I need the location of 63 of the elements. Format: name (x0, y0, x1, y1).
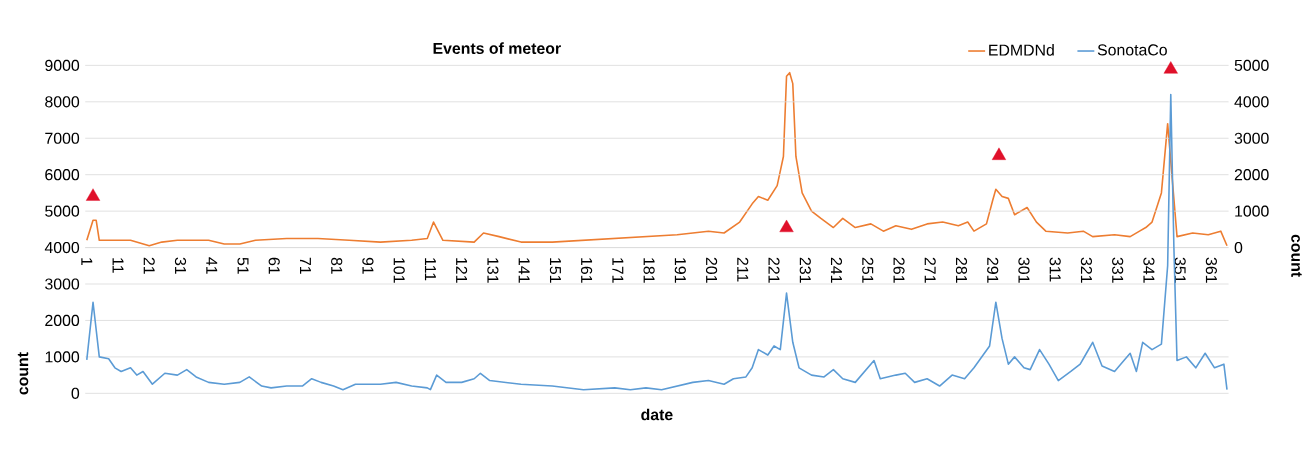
x-tick-label: 101 (393, 258, 405, 283)
point (1163, 61, 1178, 74)
y-tick-label: 9000 (45, 59, 80, 72)
y-tick-label: 1000 (45, 351, 80, 363)
y2-tick-label: 5000 (1234, 59, 1269, 72)
x-tick-label: 281 (955, 257, 968, 283)
x-tick-label: 201 (705, 257, 718, 283)
x-tick-label: 271 (924, 257, 936, 283)
x-tick-label: 21 (143, 257, 155, 275)
x-tick-label: 311 (1049, 257, 1061, 282)
y2-tick-label: 2000 (1234, 169, 1269, 181)
x-tick-label: 211 (737, 257, 749, 282)
x-tick-label: 351 (1174, 257, 1186, 283)
x-tick-label: 1 (81, 258, 93, 266)
x-tick-label: 321 (1080, 257, 1093, 283)
y-axis-title: count (17, 352, 29, 395)
y2-tick-label: 3000 (1234, 132, 1269, 145)
y-tick-label: 4000 (44, 242, 80, 254)
y2-tick-label: 0 (1234, 242, 1243, 254)
x-tick-label: 221 (768, 257, 780, 283)
x-tick-label: 171 (612, 258, 624, 283)
x-tick-label: 261 (893, 257, 905, 283)
point (991, 147, 1007, 161)
x-tick-label: 331 (1112, 257, 1124, 283)
x-tick-label: 81 (331, 257, 343, 275)
y-tick-label: 3000 (45, 278, 80, 290)
x-tick-label: 301 (1018, 257, 1030, 283)
y2-tick-label: 4000 (1234, 96, 1269, 108)
x-tick-label: 241 (830, 257, 843, 283)
x-tick-label: 11 (112, 258, 124, 273)
x-tick-label: 231 (799, 257, 811, 283)
x-tick-label: 121 (456, 258, 468, 283)
x-tick-label: 111 (424, 258, 436, 281)
legend-label: SonotaCo (1097, 44, 1167, 56)
x-tick-label: 91 (362, 257, 374, 275)
x-tick-label: 141 (518, 258, 530, 283)
y2-tick-label: 1000 (1235, 205, 1269, 217)
x-tick-label: 31 (174, 257, 187, 275)
x-tick-label: 291 (987, 257, 999, 283)
x-tick-label: 41 (206, 257, 218, 275)
x-tick-label: 341 (1143, 257, 1155, 283)
x-tick-label: 51 (237, 257, 249, 275)
legend-label: EDMDNd (989, 44, 1054, 56)
x-tick-label: 181 (643, 258, 655, 283)
x-tick-label: 151 (549, 258, 561, 283)
y-tick-label: 7000 (45, 132, 80, 145)
y-tick-label: 5000 (45, 205, 80, 217)
y-tick-label: 8000 (45, 96, 80, 108)
point (85, 188, 101, 201)
y-tick-label: 2000 (45, 315, 80, 327)
x-tick-label: 191 (674, 258, 686, 283)
x-tick-label: 61 (268, 258, 280, 275)
y2-axis-title: count (1291, 234, 1302, 278)
y-tick-label: 0 (71, 387, 80, 400)
chart-title: Events of meteor (433, 42, 561, 55)
x-tick-label: 161 (581, 258, 593, 283)
x-axis-title: date (641, 408, 673, 421)
point (779, 219, 794, 233)
x-tick-label: 361 (1205, 257, 1217, 283)
y-tick-label: 6000 (45, 169, 80, 181)
x-tick-label: 251 (862, 257, 874, 283)
x-tick-label: 131 (487, 258, 499, 283)
x-tick-label: 71 (300, 258, 311, 275)
